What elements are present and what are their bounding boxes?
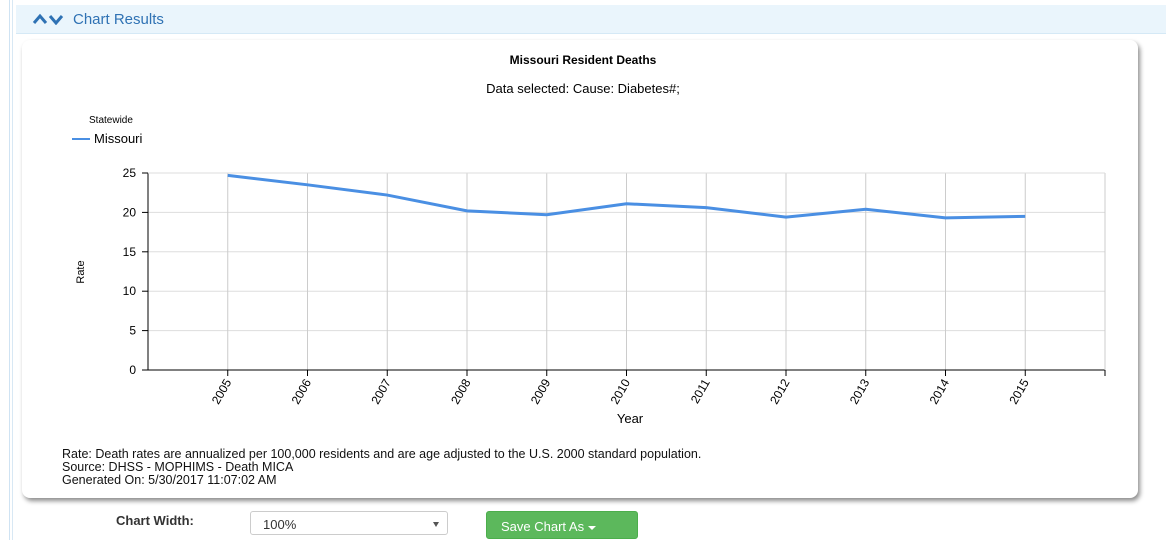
legend-label: Missouri [94,131,143,146]
y-axis-label: Rate [75,260,87,283]
line-series [227,173,1026,220]
x-tick-label: 2013 [847,376,873,406]
x-tick-label: 2007 [368,376,394,406]
select-arrow [433,522,439,527]
x-tick-label: 2015 [1006,376,1032,406]
footnote: Source: DHSS - MOPHIMS - Death MICA [62,460,294,474]
x-tick-label: 2012 [767,376,793,406]
select-value: 100% [263,517,297,532]
x-tick-label: 2009 [528,376,554,406]
panel-title: Chart Results [73,11,164,28]
chart-subtitle: Data selected: Cause: Diabetes#; [486,81,680,96]
x-tick-label: 2014 [927,376,953,406]
y-tick-label: 15 [123,245,137,259]
x-tick-label: 2005 [209,376,235,406]
x-tick-label: 2006 [289,376,315,406]
chart-title: Missouri Resident Deaths [510,53,657,67]
caret [588,525,597,530]
x-axis-label: Year [617,411,644,426]
panel-header[interactable]: Chart Results [16,5,1166,34]
border [9,0,10,540]
y-tick-label: 20 [123,205,137,219]
footnote: Generated On: 5/30/2017 11:07:02 AM [62,473,277,487]
toggle-icons[interactable] [32,13,72,25]
footnote: Rate: Death rates are annualized per 100… [62,447,702,461]
y-tick-label: 0 [129,363,136,377]
x-tick-label: 2010 [608,376,634,406]
x-tick-label: 2008 [448,376,474,406]
y-tick-label: 5 [129,324,136,338]
save-button[interactable]: Save Chart As [486,511,638,539]
y-tick-label: 25 [123,166,137,180]
border [12,0,13,540]
width-select[interactable]: 100% [250,511,448,535]
chart-card [22,40,1138,498]
width-label: Chart Width: [116,513,194,528]
legend-title: Statewide [89,115,133,126]
button-label: Save Chart As [501,519,585,534]
y-tick-label: 10 [123,284,137,298]
footnotes: Rate: Death rates are annualized per 100… [62,448,701,487]
x-tick-label: 2011 [688,376,713,406]
chart: Missouri Resident Deaths Data selected: … [72,53,1106,426]
